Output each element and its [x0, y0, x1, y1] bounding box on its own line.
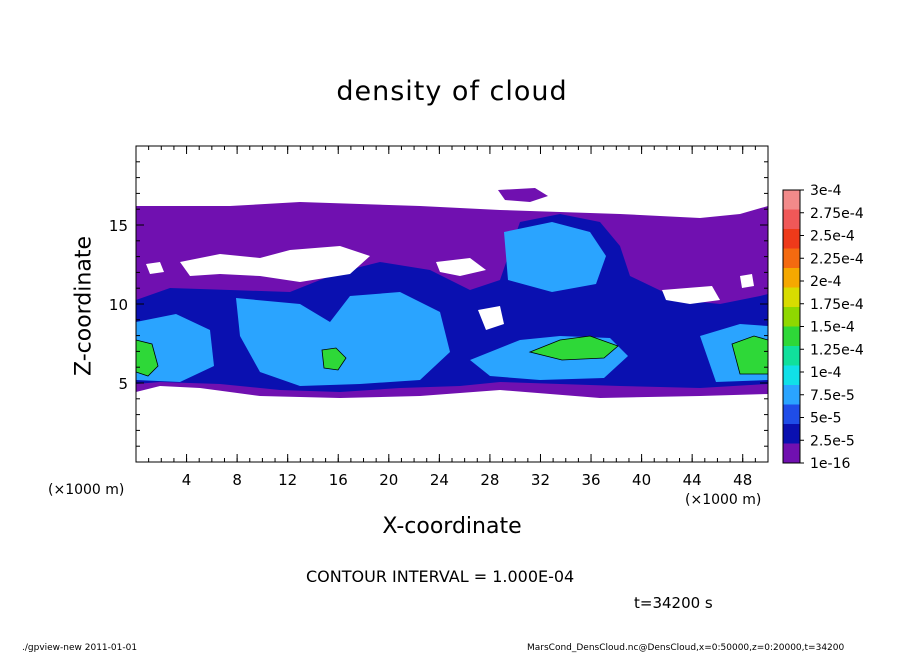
plot-area [135, 188, 769, 398]
x-axis-label: X-coordinate [382, 514, 522, 539]
colorbar-label: 3e-4 [810, 183, 842, 199]
footer-right: MarsCond_DensCloud.nc@DensCloud,x=0:5000… [527, 643, 845, 653]
colorbar-swatch [783, 229, 800, 249]
colorbar-swatch [783, 248, 800, 269]
x-tick-label: 16 [329, 471, 348, 489]
high-density-core [528, 335, 619, 361]
x-tick-label: 12 [278, 471, 297, 489]
x-unit-left: (×1000 m) [48, 482, 125, 498]
colorbar-swatch [783, 365, 800, 386]
colorbar-label: 2.5e-4 [810, 229, 855, 245]
colorbar-swatch [783, 190, 800, 210]
colorbar-swatch [783, 346, 800, 366]
cloud-layer-base [498, 188, 548, 202]
cloud-gap [740, 274, 754, 288]
x-tick-label: 20 [379, 471, 398, 489]
colorbar-swatch [783, 326, 800, 347]
colorbar-label: 2.5e-5 [810, 433, 855, 449]
x-tick-label: 44 [683, 471, 702, 489]
colorbar-label: 2.75e-4 [810, 206, 864, 222]
contour-interval-label: CONTOUR INTERVAL = 1.000E-04 [306, 567, 575, 586]
x-tick-label: 28 [480, 471, 499, 489]
x-tick-label: 4 [182, 471, 192, 489]
colorbar-swatch [783, 443, 800, 464]
x-tick-label: 24 [430, 471, 449, 489]
mid-density-band [236, 292, 450, 386]
colorbar-swatch [783, 404, 800, 425]
colorbar: 3e-4 2.75e-4 2.5e-4 2.25e-4 2e-4 1.75e-4 1.5e-… [782, 183, 864, 472]
high-density-core [321, 347, 347, 371]
colorbar-label: 1.25e-4 [810, 342, 864, 358]
x-tick-label: 48 [733, 471, 752, 489]
colorbar-swatch [783, 385, 800, 405]
cloud-gap [662, 286, 720, 304]
cloud-gap [478, 306, 504, 330]
colorbar-label: 2.25e-4 [810, 251, 864, 267]
x-tick-label: 32 [531, 471, 550, 489]
colorbar-label: 5e-5 [810, 411, 841, 427]
footer-left: ./gpview-new 2011-01-01 [22, 643, 138, 653]
x-tick-label: 36 [581, 471, 600, 489]
colorbar-swatch [783, 287, 800, 308]
colorbar-swatch [783, 307, 800, 327]
colorbar-label: 2e-4 [810, 274, 842, 290]
y-tick-label: 10 [109, 296, 128, 314]
colorbar-swatch [783, 209, 800, 230]
cloud-gap [180, 246, 370, 282]
x-unit-right: (×1000 m) [685, 492, 762, 508]
cloud-gap [146, 262, 164, 274]
mid-density-band [504, 222, 606, 292]
chart-title: density of cloud [336, 76, 568, 107]
x-tick-label: 40 [632, 471, 651, 489]
colorbar-swatch [783, 268, 800, 288]
colorbar-label: 1e-16 [810, 456, 850, 472]
x-tick-label: 8 [232, 471, 242, 489]
colorbar-label: 1.75e-4 [810, 297, 864, 313]
colorbar-label: 1e-4 [810, 365, 842, 381]
colorbar-label: 7.5e-5 [810, 388, 855, 404]
y-tick-label: 15 [109, 217, 128, 235]
colorbar-swatch [783, 424, 800, 444]
colorbar-label: 1.5e-4 [810, 320, 855, 336]
cloud-gap [436, 258, 486, 276]
y-tick-label: 5 [118, 375, 128, 393]
time-label: t=34200 s [634, 594, 713, 612]
